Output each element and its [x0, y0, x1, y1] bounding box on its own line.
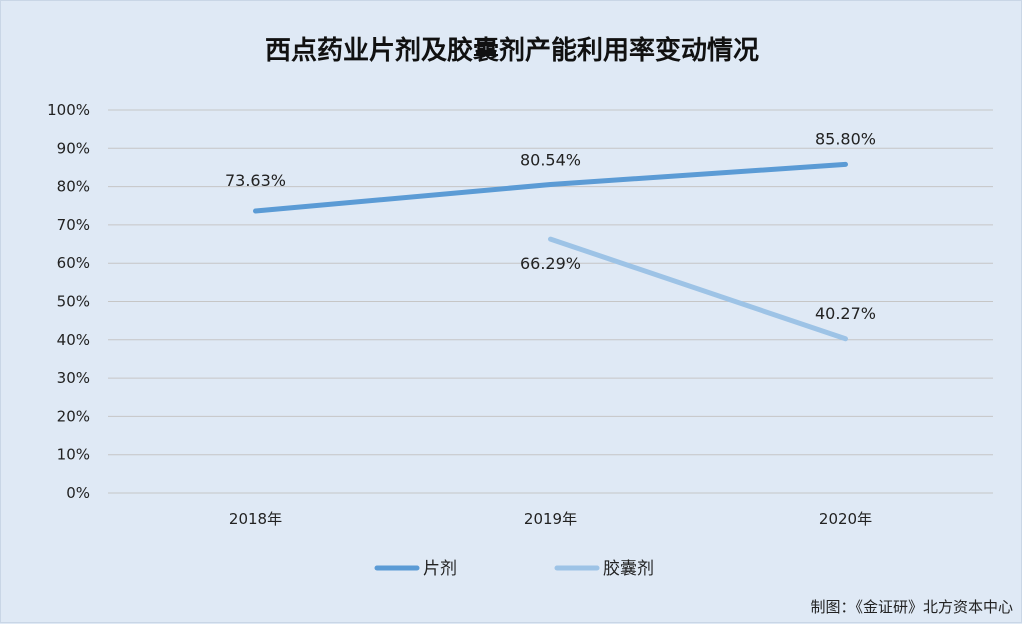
- data-label: 80.54%: [520, 151, 581, 170]
- x-axis-ticks: 2018年 2019年 2020年: [229, 510, 872, 528]
- data-label: 66.29%: [520, 254, 581, 273]
- y-tick-label: 30%: [57, 369, 90, 387]
- x-tick-label: 2020年: [819, 510, 872, 528]
- data-label: 40.27%: [815, 304, 876, 323]
- y-tick-label: 90%: [57, 139, 90, 157]
- x-tick-label: 2018年: [229, 510, 282, 528]
- series-lines: [253, 161, 848, 342]
- legend: 片剂 胶囊剂: [374, 559, 654, 579]
- chart-title: 西点药业片剂及胶囊剂产能利用率变动情况: [265, 35, 759, 66]
- credit-text: 制图：《金证研》北方资本中心: [810, 598, 1013, 616]
- y-tick-label: 80%: [57, 178, 90, 196]
- y-tick-label: 60%: [57, 254, 90, 272]
- data-label: 73.63%: [225, 171, 286, 190]
- x-tick-label: 2019年: [524, 510, 577, 528]
- y-tick-label: 0%: [66, 484, 90, 502]
- y-axis-ticks: 0% 10% 20% 30% 40% 50% 60% 70% 80% 90% 100%: [47, 101, 90, 502]
- y-tick-label: 100%: [47, 101, 90, 119]
- data-labels: 73.63% 80.54% 85.80% 66.29% 40.27%: [225, 129, 876, 322]
- series-line: [548, 236, 848, 342]
- legend-label: 胶囊剂: [603, 559, 654, 579]
- y-tick-label: 40%: [57, 331, 90, 349]
- y-tick-label: 10%: [57, 446, 90, 464]
- y-tick-label: 70%: [57, 216, 90, 234]
- legend-label: 片剂: [423, 559, 457, 579]
- data-label: 85.80%: [815, 129, 876, 148]
- y-tick-label: 50%: [57, 293, 90, 311]
- y-tick-label: 20%: [57, 407, 90, 425]
- series-line: [253, 161, 848, 214]
